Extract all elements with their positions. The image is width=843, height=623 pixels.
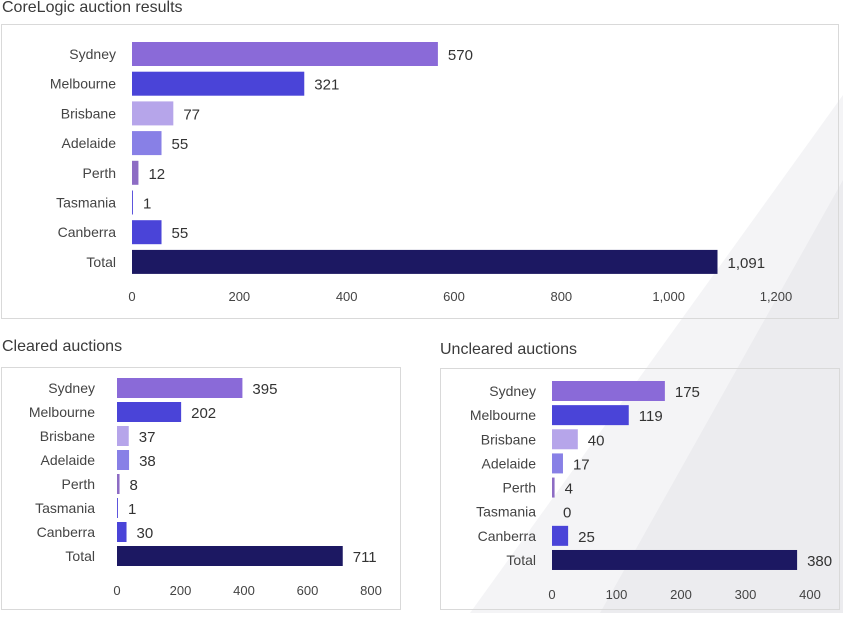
value-label: 8 <box>130 477 138 494</box>
value-label: 1,091 <box>728 255 766 272</box>
value-label: 37 <box>139 429 156 446</box>
category-label: Perth <box>62 476 95 492</box>
category-label: Adelaide <box>62 135 117 151</box>
category-label: Brisbane <box>61 105 116 121</box>
category-label: Adelaide <box>41 452 96 468</box>
category-label: Total <box>65 548 95 564</box>
x-tick-label: 100 <box>606 587 628 602</box>
value-label: 321 <box>314 77 339 94</box>
bar-canberra <box>552 525 569 546</box>
chart-panel-auction-results: Sydney 570 Melbourne 321 Brisbane 77 Adelaide 5… <box>1 24 839 319</box>
category-label: Tasmania <box>35 500 95 516</box>
value-label: 38 <box>139 453 156 470</box>
chart-panel-uncleared-auctions: Sydney 175 Melbourne 119 Brisbane 40 Adelaide 1… <box>440 368 840 610</box>
value-label: 25 <box>578 529 595 546</box>
x-tick-label: 400 <box>233 583 255 598</box>
chart-panel-cleared-auctions: Sydney 395 Melbourne 202 Brisbane 37 Adelaide 3… <box>1 367 401 610</box>
category-label: Sydney <box>489 383 536 399</box>
bar-perth <box>117 474 120 494</box>
x-tick-label: 800 <box>360 583 382 598</box>
x-tick-label: 0 <box>128 289 135 304</box>
category-label: Melbourne <box>470 407 536 423</box>
value-label: 4 <box>565 481 573 498</box>
category-label: Canberra <box>478 528 537 544</box>
value-label: 17 <box>573 456 590 473</box>
value-label: 55 <box>172 136 189 153</box>
category-label: Sydney <box>69 46 116 62</box>
value-label: 711 <box>353 549 377 566</box>
bar-brisbane <box>132 101 174 126</box>
bar-melbourne <box>117 402 182 422</box>
bar-melbourne <box>552 405 629 426</box>
category-label: Canberra <box>37 524 96 540</box>
x-tick-label: 400 <box>336 289 358 304</box>
bar-total <box>132 249 718 274</box>
category-label: Tasmania <box>56 195 116 211</box>
bar-adelaide <box>552 453 563 474</box>
value-label: 40 <box>588 432 605 449</box>
value-label: 30 <box>137 525 154 542</box>
value-label: 380 <box>807 553 832 570</box>
category-label: Sydney <box>48 380 95 396</box>
category-label: Tasmania <box>476 504 536 520</box>
value-label: 77 <box>183 106 200 123</box>
value-label: 570 <box>448 47 473 64</box>
bar-tasmania <box>117 498 118 518</box>
bar-tasmania <box>132 190 133 215</box>
bar-total <box>552 549 798 570</box>
x-tick-label: 600 <box>443 289 465 304</box>
category-label: Brisbane <box>481 431 536 447</box>
bar-brisbane <box>117 426 129 446</box>
bar-adelaide <box>117 450 130 470</box>
x-tick-label: 200 <box>228 289 250 304</box>
bar-melbourne <box>132 71 305 96</box>
x-tick-label: 600 <box>297 583 319 598</box>
x-tick-label: 200 <box>170 583 192 598</box>
category-label: Melbourne <box>29 404 95 420</box>
value-label: 119 <box>639 408 663 425</box>
bar-sydney <box>132 42 438 66</box>
value-label: 12 <box>148 166 165 183</box>
category-label: Melbourne <box>50 76 116 92</box>
x-tick-label: 400 <box>799 587 821 602</box>
x-tick-label: 200 <box>670 587 692 602</box>
value-label: 395 <box>252 381 277 398</box>
value-label: 1 <box>143 196 151 213</box>
value-label: 1 <box>128 501 136 518</box>
category-label: Total <box>86 254 116 270</box>
x-tick-label: 0 <box>113 583 120 598</box>
category-label: Brisbane <box>40 428 95 444</box>
value-label: 0 <box>563 505 571 522</box>
category-label: Perth <box>83 165 116 181</box>
chart-plot: Sydney 570 Melbourne 321 Brisbane 77 Adelaide 5… <box>50 42 793 304</box>
bar-adelaide <box>132 131 162 156</box>
category-label: Perth <box>503 480 536 496</box>
bar-total <box>117 546 343 566</box>
value-label: 202 <box>191 405 216 422</box>
category-label: Adelaide <box>482 455 537 471</box>
bar-perth <box>132 160 139 185</box>
x-tick-label: 1,200 <box>760 289 793 304</box>
chart-title-uncleared-auctions: Uncleared auctions <box>440 341 577 358</box>
x-tick-label: 0 <box>548 587 555 602</box>
x-tick-label: 1,000 <box>652 289 685 304</box>
value-label: 55 <box>172 225 189 242</box>
chart-title-cleared-auctions: Cleared auctions <box>2 338 123 355</box>
x-tick-label: 800 <box>550 289 572 304</box>
bar-sydney <box>552 381 665 401</box>
category-label: Total <box>506 552 536 568</box>
bar-perth <box>552 477 555 498</box>
x-tick-label: 300 <box>735 587 757 602</box>
value-label: 175 <box>675 384 700 401</box>
category-label: Canberra <box>58 224 117 240</box>
chart-plot: Sydney 395 Melbourne 202 Brisbane 37 Adelaide 3… <box>29 378 382 598</box>
bar-brisbane <box>552 429 578 450</box>
bar-canberra <box>117 522 127 542</box>
bar-sydney <box>117 378 243 398</box>
chart-title-auction-results: CoreLogic auction results <box>2 0 183 16</box>
bar-canberra <box>132 220 162 245</box>
